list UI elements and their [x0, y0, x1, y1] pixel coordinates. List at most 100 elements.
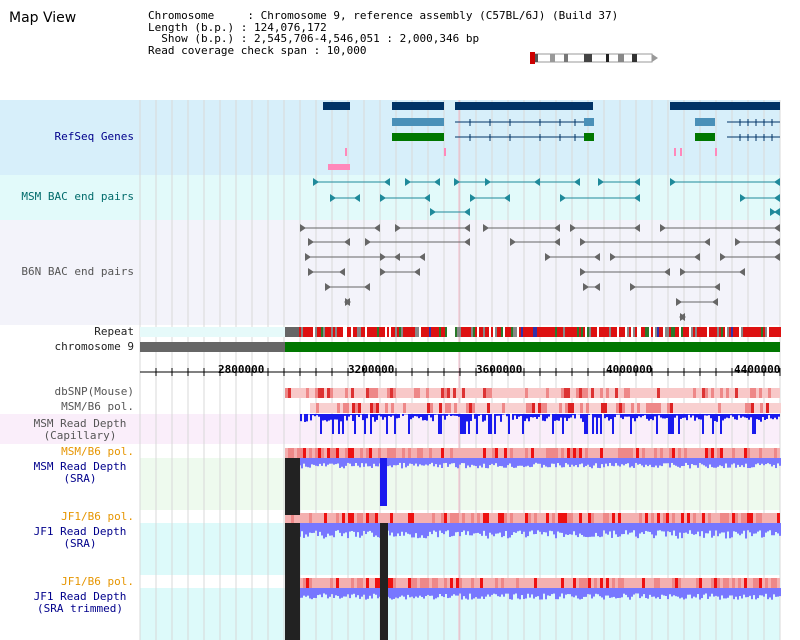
depth-bar — [744, 414, 746, 418]
polymorphism-cell — [375, 578, 378, 588]
depth-bar — [563, 523, 565, 537]
polymorphism-cell — [615, 448, 618, 458]
polymorphism-cell — [735, 388, 738, 398]
track-label-repeat[interactable]: Repeat — [94, 325, 134, 338]
polymorphism-cell — [763, 403, 766, 413]
depth-bar — [705, 458, 707, 467]
track-label-msm-b6-pol-1[interactable]: MSM/B6 pol. — [61, 400, 134, 413]
repeat-segment — [495, 327, 497, 337]
track-label-msm-bac[interactable]: MSM BAC end pairs — [21, 190, 134, 203]
polymorphism-cell — [324, 388, 327, 398]
polymorphism-cell — [502, 403, 505, 413]
depth-bar — [691, 588, 693, 599]
depth-bar — [607, 458, 609, 467]
depth-bar — [547, 523, 549, 537]
track-label-jf1-b6-pol-1[interactable]: JF1/B6 pol. — [61, 510, 134, 523]
depth-bar — [499, 588, 501, 597]
repeat-segment — [347, 327, 349, 337]
bac-end-arrow — [630, 283, 636, 291]
polymorphism-cell — [399, 513, 402, 523]
bac-end-arrow — [464, 208, 470, 216]
track-label-b6n-bac[interactable]: B6N BAC end pairs — [21, 265, 134, 278]
track-label-refseq-genes[interactable]: RefSeq Genes — [54, 130, 134, 143]
depth-bar — [778, 414, 780, 417]
track-label-dbsnp[interactable]: dbSNP(Mouse) — [54, 385, 134, 398]
depth-bar — [531, 523, 533, 531]
polymorphism-cell — [418, 403, 421, 413]
chromosome-ideogram[interactable] — [528, 52, 658, 64]
polymorphism-cell — [402, 513, 405, 523]
depth-bar — [657, 588, 659, 598]
track-label-msm-depth-capillary[interactable]: MSM Read Depth (Capillary) — [33, 417, 127, 442]
polymorphism-cell — [391, 403, 394, 413]
depth-bar — [601, 588, 603, 598]
polymorphism-cell — [684, 513, 687, 523]
depth-bar — [635, 588, 637, 594]
track-label-jf1-depth-trimmed[interactable]: JF1 Read Depth (SRA trimmed) — [33, 590, 127, 615]
depth-bar — [318, 414, 320, 417]
depth-bar — [669, 458, 671, 468]
repeat-segment — [323, 327, 325, 337]
track-label-jf1-b6-pol-2[interactable]: JF1/B6 pol. — [61, 575, 134, 588]
axis-tick-label: 4000000 — [606, 363, 653, 376]
depth-bar — [718, 414, 720, 417]
polymorphism-cell — [586, 403, 589, 413]
polymorphism-cell — [390, 513, 393, 523]
polymorphism-cell — [616, 403, 619, 413]
depth-bar — [323, 588, 325, 594]
repeat-segment — [755, 327, 757, 337]
depth-bar — [745, 588, 747, 598]
depth-bar — [469, 588, 471, 594]
depth-bar — [611, 523, 613, 538]
depth-bar — [481, 523, 483, 536]
polymorphism-cell — [642, 578, 645, 588]
depth-bar — [697, 458, 699, 468]
polymorphism-cell — [354, 448, 357, 458]
polymorphism-cell — [495, 448, 498, 458]
repeat-segment — [341, 327, 343, 337]
polymorphism-cell — [324, 513, 327, 523]
depth-bar — [704, 414, 706, 416]
repeat-segment — [367, 327, 369, 337]
polymorphism-cell — [615, 513, 618, 523]
track-label-jf1-depth-sra[interactable]: JF1 Read Depth (SRA) — [33, 525, 127, 550]
depth-bar — [433, 588, 435, 600]
polymorphism-cell — [588, 513, 591, 523]
depth-bar — [623, 458, 625, 466]
bac-end-arrow — [380, 194, 386, 202]
depth-bar — [423, 523, 425, 538]
track-label-msm-b6-pol-2[interactable]: MSM/B6 pol. — [61, 445, 134, 458]
depth-bar — [349, 588, 351, 599]
depth-bar — [681, 523, 683, 539]
depth-bar — [701, 458, 703, 465]
polymorphism-cell — [778, 403, 781, 413]
polymorphism-cell — [348, 448, 351, 458]
polymorphism-cell — [609, 578, 612, 588]
depth-bar — [319, 458, 321, 464]
repeat-segment — [523, 327, 525, 337]
depth-bar — [441, 523, 443, 533]
polymorphism-cell — [456, 448, 459, 458]
depth-bar — [653, 523, 655, 539]
depth-bar — [667, 523, 669, 532]
depth-bar — [422, 414, 424, 421]
polymorphism-cell — [475, 403, 478, 413]
polymorphism-cell — [765, 578, 768, 588]
depth-bar — [405, 523, 407, 533]
polymorphism-cell — [357, 448, 360, 458]
polymorphism-cell — [645, 448, 648, 458]
polymorphism-cell — [366, 448, 369, 458]
ideogram-position-marker[interactable] — [530, 52, 535, 64]
repeat-segment — [765, 327, 767, 337]
polymorphism-cell — [657, 578, 660, 588]
track-label-chromosome[interactable]: chromosome 9 — [54, 340, 134, 353]
polymorphism-cell — [648, 578, 651, 588]
depth-bar — [519, 588, 521, 600]
polymorphism-cell — [612, 578, 615, 588]
depth-bar — [310, 414, 312, 421]
track-label-msm-depth-sra[interactable]: MSM Read Depth (SRA) — [33, 460, 127, 485]
repeat-segment — [321, 327, 323, 337]
polymorphism-cell — [591, 578, 594, 588]
repeat-segment — [453, 327, 455, 337]
polymorphism-cell — [439, 403, 442, 413]
